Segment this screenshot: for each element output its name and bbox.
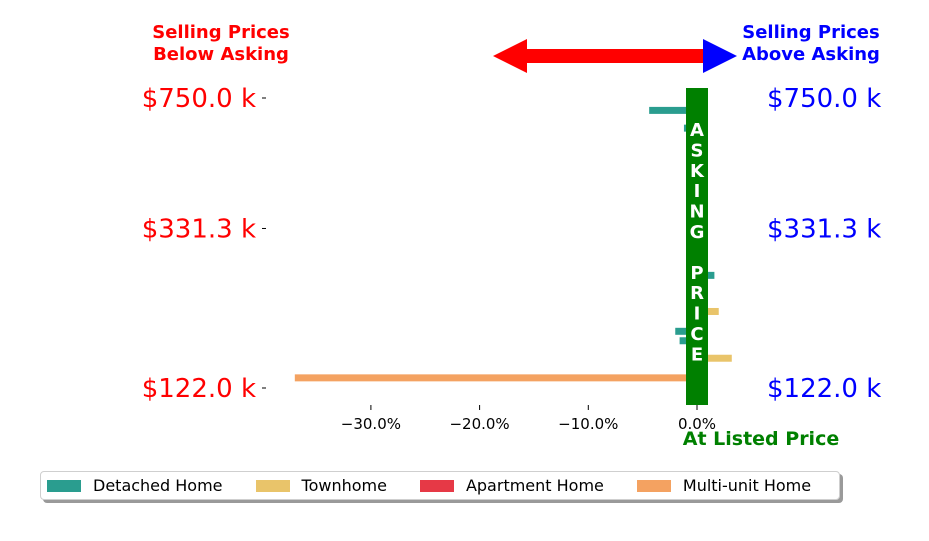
legend-swatch bbox=[636, 479, 671, 492]
y-tick-label-left: $750.0 k bbox=[142, 84, 256, 114]
legend-swatch bbox=[255, 479, 290, 492]
above-asking-heading-line2: Above Asking bbox=[742, 44, 880, 65]
asking-letter: A bbox=[690, 120, 704, 141]
y-tick-label-right: $750.0 k bbox=[767, 84, 881, 114]
legend-item: Apartment Home bbox=[419, 476, 604, 495]
x-tick-label: −20.0% bbox=[449, 415, 509, 433]
legend-item: Townhome bbox=[255, 476, 387, 495]
below-asking-heading-line1: Selling Prices bbox=[152, 22, 289, 43]
asking-letter: E bbox=[691, 344, 703, 365]
asking-letter: I bbox=[694, 181, 701, 202]
bar-multi-unit-home-0 bbox=[294, 374, 697, 382]
legend-item: Detached Home bbox=[47, 476, 223, 495]
bar-detached-home-0 bbox=[649, 106, 697, 114]
y-axis: $122.0 k $122.0 k $331.3 k $331.3 k $750.0 k… bbox=[142, 84, 882, 404]
legend-label: Detached Home bbox=[93, 476, 223, 495]
asking-letter: K bbox=[690, 161, 705, 182]
legend-item: Multi-unit Home bbox=[636, 476, 812, 495]
direction-arrow bbox=[493, 39, 737, 73]
asking-letter: G bbox=[690, 222, 705, 243]
asking-letter: S bbox=[691, 140, 704, 161]
y-tick-label-left: $122.0 k bbox=[142, 374, 256, 404]
asking-price-band bbox=[686, 88, 708, 405]
legend-label: Multi-unit Home bbox=[682, 476, 812, 495]
asking-letter: I bbox=[694, 304, 701, 325]
legend-label: Apartment Home bbox=[465, 476, 604, 495]
below-asking-heading-line2: Below Asking bbox=[153, 44, 289, 65]
y-tick-label-left: $331.3 k bbox=[142, 214, 256, 244]
asking-letter: R bbox=[690, 283, 704, 304]
asking-letter: C bbox=[690, 324, 703, 345]
legend-label: Townhome bbox=[301, 476, 387, 495]
x-tick-label: −10.0% bbox=[558, 415, 618, 433]
legend-swatch bbox=[419, 479, 454, 492]
legend-swatch bbox=[47, 479, 81, 492]
above-asking-heading-line1: Selling Prices bbox=[742, 22, 879, 43]
x-tick-label: −30.0% bbox=[341, 415, 401, 433]
x-axis: −30.0% −20.0% −10.0% 0.0% bbox=[341, 405, 716, 433]
asking-letter: N bbox=[689, 202, 704, 223]
bar-townhome-1 bbox=[697, 354, 732, 362]
at-listed-price-label: At Listed Price bbox=[683, 428, 839, 450]
asking-letter: P bbox=[690, 263, 703, 284]
legend: Detached Home Townhome Apartment Home Multi… bbox=[40, 471, 840, 500]
x-tick-label: 0.0% bbox=[678, 415, 716, 433]
bars-layer bbox=[294, 106, 732, 393]
y-tick-label-right: $122.0 k bbox=[767, 374, 881, 404]
y-tick-label-right: $331.3 k bbox=[767, 214, 881, 244]
